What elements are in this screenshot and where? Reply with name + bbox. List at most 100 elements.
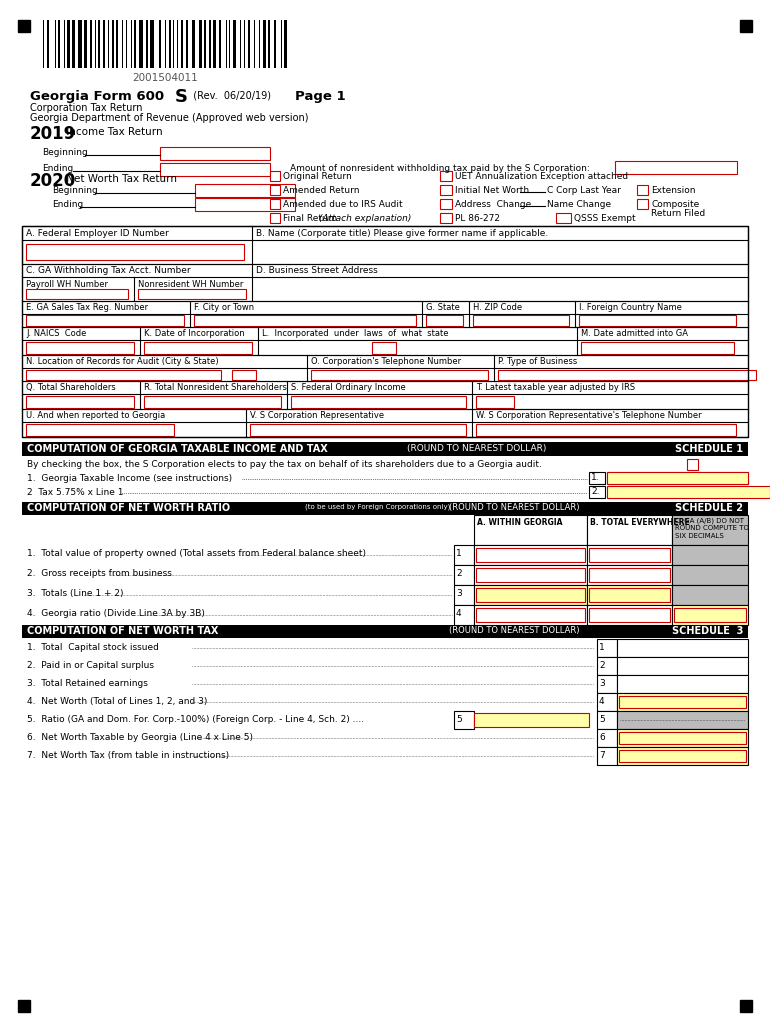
Text: Page 1: Page 1 — [295, 90, 346, 103]
Bar — [587, 605, 672, 625]
Text: I. Foreign Country Name: I. Foreign Country Name — [579, 303, 682, 312]
Bar — [291, 396, 466, 408]
Text: COMPUTATION OF NET WORTH TAX: COMPUTATION OF NET WORTH TAX — [27, 626, 219, 636]
Text: 1.  Georgia Taxable Income (see instructions): 1. Georgia Taxable Income (see instructi… — [27, 474, 232, 483]
Bar — [587, 515, 672, 545]
Bar — [474, 605, 587, 625]
Bar — [454, 605, 474, 625]
Bar — [26, 370, 221, 380]
Bar — [597, 729, 617, 746]
Text: SCHEDULE 1: SCHEDULE 1 — [675, 444, 743, 454]
Text: QSSS Exempt: QSSS Exempt — [574, 214, 635, 223]
Bar — [476, 424, 736, 436]
Text: Georgia Department of Revenue (Approved web version): Georgia Department of Revenue (Approved … — [30, 113, 309, 123]
Bar — [26, 424, 174, 436]
Text: Georgia Form 600: Georgia Form 600 — [30, 90, 164, 103]
Text: Extension: Extension — [651, 186, 695, 195]
Bar — [195, 198, 295, 211]
Text: 2  Tax 5.75% x Line 1: 2 Tax 5.75% x Line 1 — [27, 488, 123, 497]
Text: (ROUND TO NEAREST DOLLAR): (ROUND TO NEAREST DOLLAR) — [449, 503, 579, 512]
Bar — [192, 20, 195, 68]
Text: Amended Return: Amended Return — [283, 186, 360, 195]
Bar — [67, 20, 70, 68]
Bar — [247, 20, 249, 68]
Bar — [138, 289, 246, 299]
Bar — [740, 20, 752, 32]
Text: 3.  Totals (Line 1 + 2): 3. Totals (Line 1 + 2) — [27, 589, 123, 598]
Bar — [165, 20, 166, 68]
Text: 6: 6 — [599, 733, 604, 742]
Text: By checking the box, the S Corporation elects to pay the tax on behalf of its sh: By checking the box, the S Corporation e… — [27, 460, 542, 469]
Text: 3.  Total Retained earnings: 3. Total Retained earnings — [27, 679, 148, 688]
Text: 1: 1 — [599, 643, 604, 652]
Bar — [617, 639, 748, 657]
Text: 3: 3 — [456, 589, 462, 598]
Bar — [311, 370, 488, 380]
Bar — [263, 20, 266, 68]
Bar — [587, 545, 672, 565]
Bar — [89, 20, 92, 68]
Text: 6.  Net Worth Taxable by Georgia (Line 4 x Line 5): 6. Net Worth Taxable by Georgia (Line 4 … — [27, 733, 253, 742]
Bar — [274, 20, 276, 68]
Text: K. Date of Incorporation: K. Date of Incorporation — [144, 329, 245, 338]
Bar — [440, 213, 452, 223]
Text: G. State: G. State — [426, 303, 460, 312]
Text: Amended due to IRS Audit: Amended due to IRS Audit — [283, 200, 403, 209]
Text: Beginning: Beginning — [42, 148, 88, 157]
Bar — [204, 20, 206, 68]
Bar — [607, 472, 748, 484]
Bar — [498, 370, 756, 380]
Text: 7.  Net Worth Tax (from table in instructions): 7. Net Worth Tax (from table in instruct… — [27, 751, 229, 760]
Bar — [597, 675, 617, 693]
Bar — [597, 711, 617, 729]
Text: Name Change: Name Change — [547, 200, 611, 209]
Bar — [194, 315, 416, 326]
Bar — [619, 696, 746, 708]
Text: 5: 5 — [599, 715, 604, 724]
Text: 2: 2 — [456, 569, 462, 578]
Text: Initial Net Worth: Initial Net Worth — [455, 186, 529, 195]
Bar — [55, 20, 56, 68]
Bar — [581, 342, 734, 354]
Text: Nonresident WH Number: Nonresident WH Number — [138, 280, 243, 289]
Bar — [229, 20, 230, 68]
Text: C Corp Last Year: C Corp Last Year — [547, 186, 621, 195]
Bar — [476, 396, 514, 408]
Bar — [687, 459, 698, 470]
Bar — [244, 20, 245, 68]
Bar — [232, 370, 256, 380]
Bar — [474, 565, 587, 585]
Bar — [213, 20, 216, 68]
Bar — [22, 502, 748, 515]
Text: 2.  Gross receipts from business: 2. Gross receipts from business — [27, 569, 172, 578]
Text: E. GA Sales Tax Reg. Number: E. GA Sales Tax Reg. Number — [26, 303, 148, 312]
Bar — [250, 424, 466, 436]
Text: 4: 4 — [599, 697, 604, 706]
Bar — [84, 20, 87, 68]
Bar — [440, 199, 452, 209]
Bar — [597, 657, 617, 675]
Text: 2.: 2. — [591, 487, 600, 496]
Text: Q. Total Shareholders: Q. Total Shareholders — [26, 383, 116, 392]
Text: Address  Change: Address Change — [455, 200, 531, 209]
Bar — [476, 568, 585, 582]
Bar — [617, 657, 748, 675]
Text: COMPUTATION OF GEORGIA TAXABLE INCOME AND TAX: COMPUTATION OF GEORGIA TAXABLE INCOME AN… — [27, 444, 328, 454]
Text: (to be used by Foreign Corporations only): (to be used by Foreign Corporations only… — [305, 504, 450, 511]
Bar — [112, 20, 113, 68]
Text: (Rev.  06/20/19): (Rev. 06/20/19) — [187, 91, 271, 101]
Text: L.  Incorporated  under  laws  of  what  state: L. Incorporated under laws of what state — [262, 329, 448, 338]
Bar — [160, 147, 270, 160]
Bar — [240, 20, 241, 68]
Bar — [454, 711, 474, 729]
Text: COMPUTATION OF NET WORTH RATIO: COMPUTATION OF NET WORTH RATIO — [27, 503, 230, 513]
Bar — [199, 20, 202, 68]
Bar — [103, 20, 105, 68]
Text: B. Name (Corporate title) Please give former name if applicable.: B. Name (Corporate title) Please give fo… — [256, 229, 548, 238]
Bar — [26, 342, 134, 354]
Text: 2001504011: 2001504011 — [132, 73, 198, 83]
Text: Original Return: Original Return — [283, 172, 352, 181]
Text: 5.  Ratio (GA and Dom. For. Corp.-100%) (Foreign Corp. - Line 4, Sch. 2) ....: 5. Ratio (GA and Dom. For. Corp.-100%) (… — [27, 715, 364, 724]
Bar — [637, 199, 648, 209]
Bar — [615, 161, 737, 174]
